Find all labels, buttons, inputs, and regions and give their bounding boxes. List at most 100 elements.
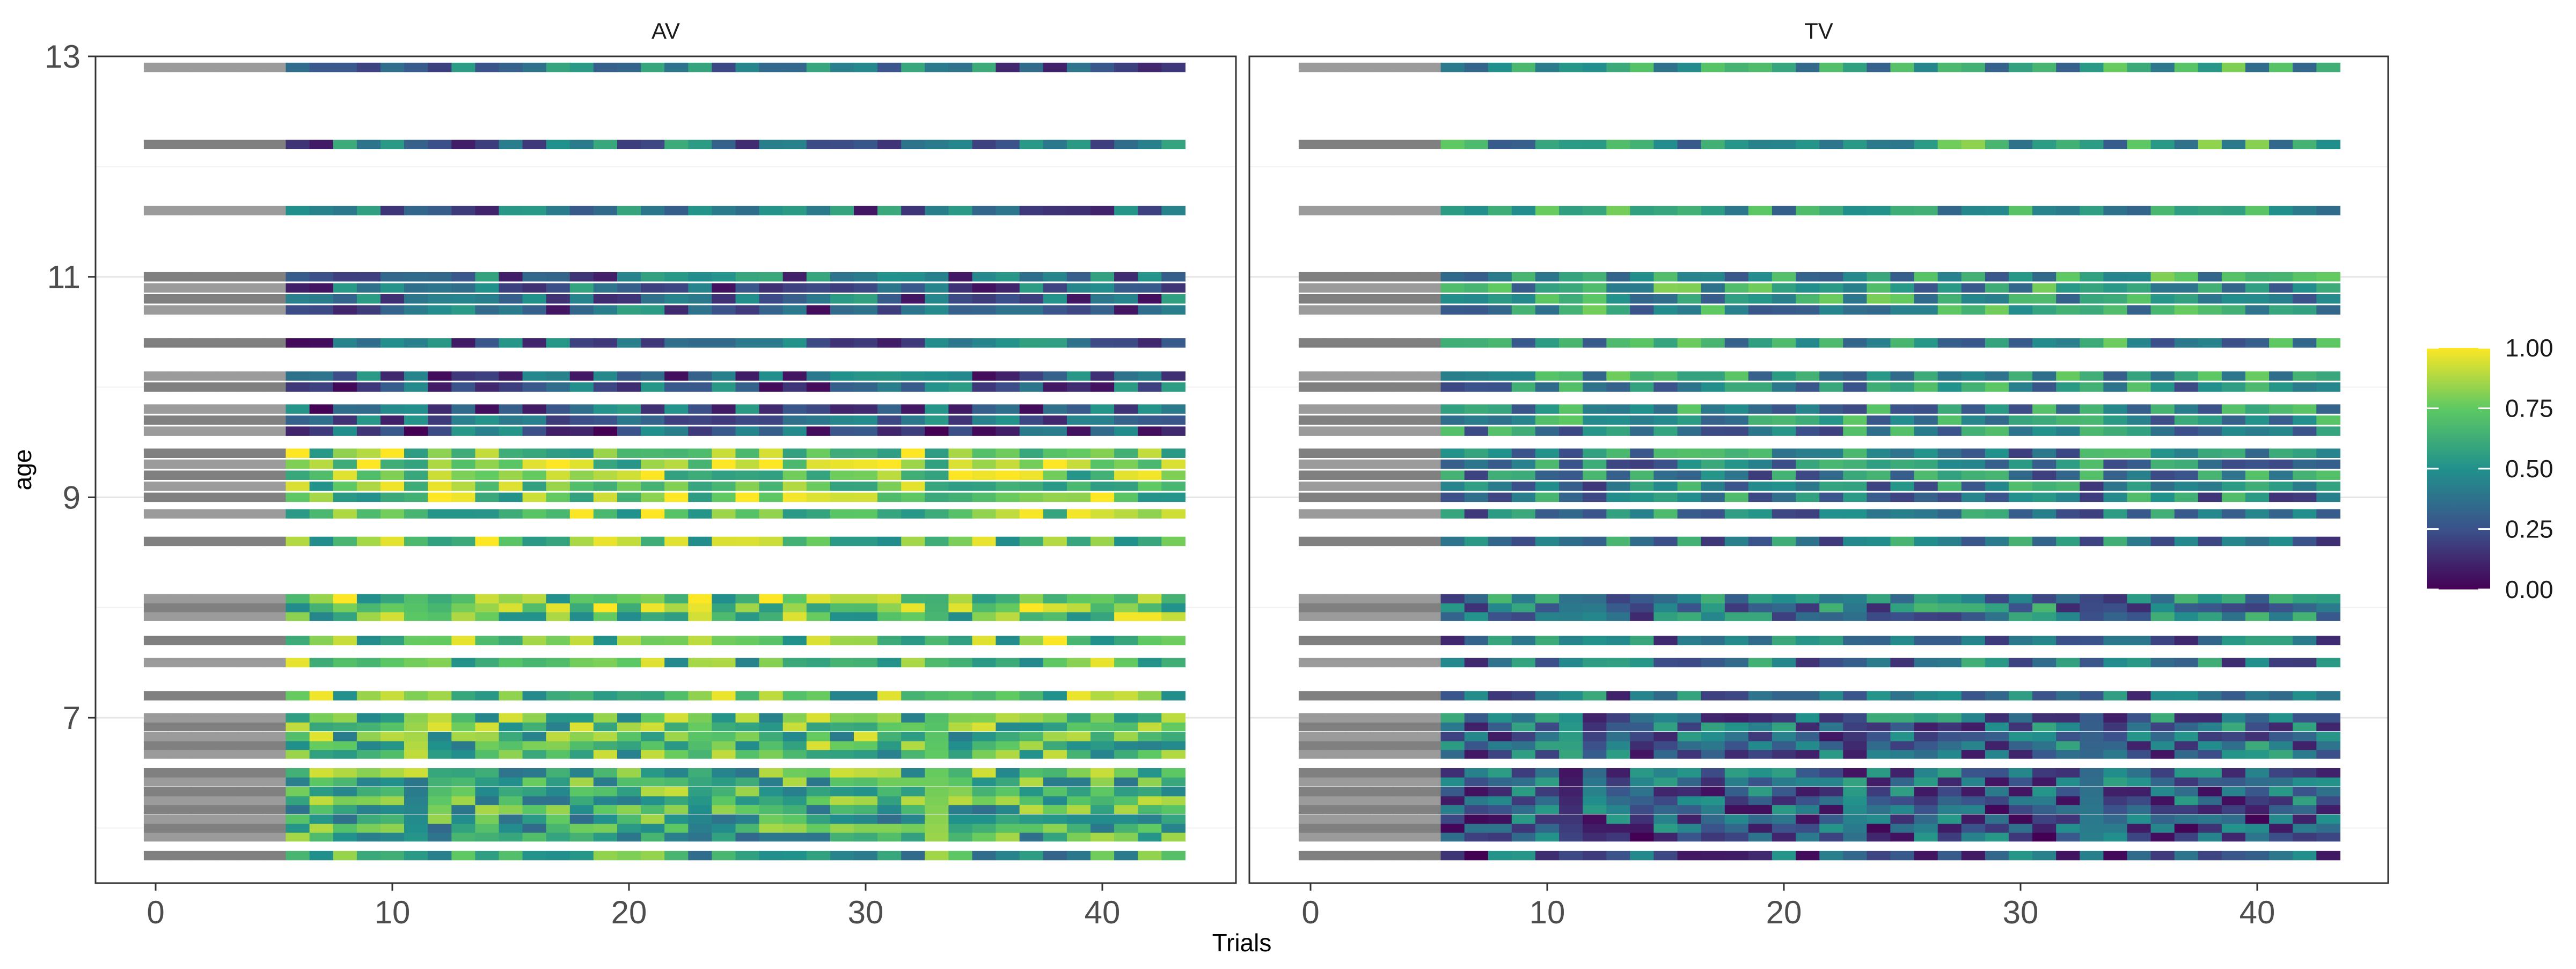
heatmap-cell-tv — [2221, 749, 2246, 759]
heatmap-grey-tv — [1346, 722, 1370, 732]
heatmap-cell-av — [641, 768, 665, 778]
heatmap-cell-tv — [2056, 448, 2080, 458]
heatmap-cell-av — [522, 338, 547, 348]
heatmap-grey-tv — [1417, 338, 1441, 348]
heatmap-cell-av — [830, 460, 854, 469]
heatmap-cell-tv — [1653, 415, 1678, 425]
heatmap-cell-tv — [1772, 371, 1796, 381]
heatmap-cell-tv — [2293, 691, 2317, 701]
heatmap-cell-tv — [2008, 382, 2033, 392]
heatmap-cell-tv — [1630, 482, 1654, 491]
heatmap-cell-av — [854, 832, 878, 842]
heatmap-cell-av — [1066, 796, 1091, 805]
heatmap-cell-av — [1114, 272, 1138, 282]
heatmap-cell-tv — [1890, 536, 1915, 547]
heatmap-cell-tv — [1937, 749, 1962, 759]
heatmap-cell-tv — [2056, 305, 2080, 315]
heatmap-cell-av — [925, 294, 949, 304]
heatmap-grey-av — [215, 448, 239, 458]
heatmap-cell-tv — [2032, 740, 2057, 751]
heatmap-grey-av — [215, 786, 239, 797]
heatmap-cell-av — [735, 594, 760, 603]
heatmap-cell-av — [1019, 636, 1044, 645]
heatmap-cell-tv — [2080, 62, 2104, 72]
heatmap-cell-tv — [2080, 470, 2104, 480]
heatmap-cell-av — [664, 206, 689, 216]
heatmap-cell-tv — [1772, 722, 1796, 732]
heatmap-cell-av — [546, 740, 570, 751]
heatmap-cell-av — [404, 636, 428, 645]
heatmap-cell-av — [806, 658, 831, 668]
heatmap-cell-tv — [1535, 713, 1560, 723]
heatmap-cell-av — [569, 777, 594, 786]
heatmap-cell-tv — [1606, 658, 1630, 668]
heatmap-cell-av — [1019, 382, 1044, 392]
heatmap-cell-av — [830, 749, 854, 759]
heatmap-cell-av — [499, 470, 523, 480]
heatmap-cell-tv — [1796, 814, 1820, 824]
heatmap-cell-av — [972, 382, 997, 392]
heatmap-grey-tv — [1346, 832, 1370, 842]
heatmap-grey-av — [215, 749, 239, 759]
heatmap-cell-tv — [2174, 594, 2199, 603]
heatmap-grey-av — [143, 338, 168, 348]
heatmap-cell-tv — [1488, 823, 1512, 833]
heatmap-cell-av — [333, 509, 357, 519]
heatmap-cell-av — [404, 740, 428, 751]
heatmap-cell-tv — [1819, 814, 1843, 824]
heatmap-cell-av — [782, 823, 807, 833]
heatmap-cell-tv — [2269, 482, 2293, 491]
heatmap-cell-av — [499, 448, 523, 458]
heatmap-cell-av — [854, 850, 878, 861]
heatmap-cell-av — [593, 611, 618, 621]
heatmap-cell-tv — [2127, 460, 2151, 469]
heatmap-cell-av — [1043, 294, 1067, 304]
heatmap-cell-tv — [1772, 823, 1796, 833]
heatmap-cell-av — [806, 768, 831, 778]
heatmap-cell-tv — [1653, 732, 1678, 741]
heatmap-cell-av — [925, 460, 949, 469]
heatmap-cell-tv — [2198, 732, 2222, 741]
heatmap-cell-av — [356, 832, 381, 842]
heatmap-cell-av — [380, 140, 405, 149]
heatmap-grey-tv — [1322, 768, 1346, 778]
heatmap-grey-tv — [1346, 509, 1370, 519]
heatmap-cell-av — [972, 814, 997, 824]
heatmap-cell-tv — [1890, 509, 1915, 519]
heatmap-grey-tv — [1322, 382, 1346, 392]
heatmap-cell-tv — [1843, 460, 1867, 469]
heatmap-grey-av — [262, 740, 287, 751]
heatmap-cell-av — [404, 536, 428, 547]
heatmap-cell-tv — [2103, 594, 2128, 603]
heatmap-grey-tv — [1298, 636, 1323, 645]
heatmap-cell-av — [712, 786, 736, 797]
heatmap-cell-tv — [1914, 492, 1938, 502]
heatmap-cell-av — [1114, 294, 1138, 304]
heatmap-cell-av — [712, 206, 736, 216]
heatmap-cell-av — [569, 492, 594, 502]
heatmap-cell-tv — [2056, 338, 2080, 348]
heatmap-cell-av — [830, 713, 854, 723]
heatmap-grey-tv — [1370, 62, 1394, 72]
heatmap-cell-tv — [1464, 804, 1489, 814]
heatmap-cell-av — [428, 492, 452, 502]
heatmap-cell-tv — [1937, 482, 1962, 491]
heatmap-cell-av — [830, 426, 854, 436]
heatmap-cell-av — [877, 305, 902, 315]
heatmap-cell-tv — [2150, 850, 2175, 861]
heatmap-cell-tv — [1511, 611, 1536, 621]
heatmap-grey-tv — [1298, 594, 1323, 603]
heatmap-grey-av — [262, 691, 287, 701]
heatmap-grey-tv — [1393, 749, 1417, 759]
heatmap-cell-tv — [2293, 272, 2317, 282]
heatmap-cell-tv — [1488, 814, 1512, 824]
heatmap-cell-tv — [2198, 602, 2222, 613]
heatmap-cell-av — [593, 140, 618, 149]
heatmap-cell-av — [972, 294, 997, 304]
heatmap-cell-tv — [1890, 611, 1915, 621]
heatmap-cell-tv — [2056, 272, 2080, 282]
heatmap-cell-tv — [2316, 283, 2340, 293]
heatmap-cell-av — [593, 823, 618, 833]
heatmap-cell-av — [641, 786, 665, 797]
heatmap-cell-av — [877, 509, 902, 519]
